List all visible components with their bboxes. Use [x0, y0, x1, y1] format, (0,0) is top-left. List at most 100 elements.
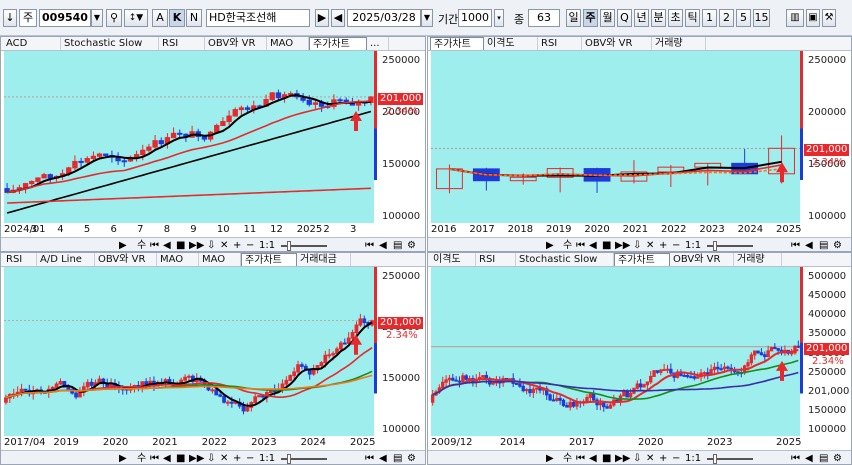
save-icon[interactable]: ▣ [806, 9, 820, 27]
zoom-in-button[interactable]: + [659, 240, 668, 251]
back-icon[interactable]: ◀ [331, 9, 345, 27]
prev-icon[interactable]: ◀ [163, 453, 171, 464]
export-icon[interactable]: ⇩ [207, 240, 216, 251]
period-button-8[interactable]: 1 [702, 9, 717, 27]
nav-tool-icon-2[interactable]: ▤ [819, 240, 829, 251]
first-page-icon[interactable]: ⏮ [150, 453, 159, 464]
cross-icon[interactable]: ✕ [220, 240, 229, 251]
zoom-in-button[interactable]: + [233, 240, 242, 251]
settings-icon[interactable]: ⚒ [822, 9, 836, 27]
minus-icon[interactable]: − [672, 240, 681, 251]
zoom-out-button[interactable]: 수 [137, 453, 147, 464]
play-icon[interactable]: ▶ [315, 9, 329, 27]
nav-tool-icon-1[interactable]: ◀ [379, 453, 387, 464]
zoom-slider-thumb[interactable] [713, 454, 717, 464]
next-page-icon[interactable]: ▶▶ [189, 453, 205, 464]
tab-3[interactable]: 주가차트 [614, 253, 670, 266]
first-page-icon[interactable]: ⏮ [576, 240, 585, 251]
tab-6[interactable]: 거래대금 [297, 253, 351, 266]
tab-1[interactable]: RSI [476, 253, 516, 266]
zoom-in-button[interactable]: + [659, 453, 668, 464]
tab-2[interactable]: RSI [538, 37, 582, 50]
tab-2[interactable]: RSI [159, 37, 205, 50]
calendar-dropdown-icon[interactable]: ▼ [421, 9, 433, 27]
letter-button-a[interactable]: A [152, 9, 168, 27]
tab-5[interactable]: 주가차트 [241, 253, 297, 266]
period-button-1[interactable]: 주 [583, 9, 598, 27]
export-icon[interactable]: ⇩ [207, 453, 216, 464]
ratio-label[interactable]: 1:1 [259, 240, 276, 251]
nav-tool-icon-0[interactable]: ⏮ [365, 453, 374, 464]
nav-tool-icon-3[interactable]: ⚙ [407, 453, 416, 464]
nav-tool-icon-0[interactable]: ⏮ [791, 240, 800, 251]
nav-tool-icon-3[interactable]: ⚙ [407, 240, 416, 251]
tab-4[interactable]: MAO [199, 253, 241, 266]
chart-type-icon[interactable]: ▥ [786, 9, 804, 27]
period-button-6[interactable]: 초 [668, 9, 683, 27]
nav-tool-icon-2[interactable]: ▤ [393, 453, 403, 464]
stop-icon[interactable]: ■ [176, 240, 186, 251]
jong-input[interactable]: 63 [528, 9, 560, 27]
price-plot-area[interactable] [431, 267, 800, 436]
prev-icon[interactable]: ◀ [589, 453, 597, 464]
search-icon[interactable]: ⚲ [106, 9, 122, 27]
stock-code-input[interactable]: 009540 [39, 9, 91, 27]
tab-4[interactable]: MAO [267, 37, 309, 50]
tab-3[interactable]: OBV와 VR [582, 37, 652, 50]
tab-0[interactable]: RSI [3, 253, 37, 266]
letter-button-n[interactable]: N [186, 9, 202, 27]
zoom-out-button[interactable]: 수 [137, 240, 147, 251]
down-arrow-button[interactable]: ↓ [3, 9, 17, 27]
price-plot-area[interactable] [4, 51, 374, 223]
next-page-icon[interactable]: ▶▶ [189, 240, 205, 251]
cross-icon[interactable]: ✕ [646, 240, 655, 251]
tab-6[interactable]: ... [367, 37, 389, 50]
nav-tool-icon-1[interactable]: ◀ [805, 453, 813, 464]
cross-icon[interactable]: ✕ [220, 453, 229, 464]
nav-tool-icon-3[interactable]: ⚙ [833, 453, 842, 464]
zoom-slider-thumb[interactable] [287, 454, 291, 464]
minus-icon[interactable]: − [246, 240, 255, 251]
stock-name-field[interactable]: HD한국조선해 [206, 9, 310, 27]
period-button-9[interactable]: 2 [719, 9, 734, 27]
prev-icon[interactable]: ◀ [589, 240, 597, 251]
sort-icon[interactable]: ↕▼ [124, 9, 148, 27]
period-spin-icon[interactable]: ▾ [494, 9, 504, 27]
price-plot-area[interactable] [431, 51, 800, 223]
tab-0[interactable]: ACD [3, 37, 61, 50]
date-input[interactable]: 2025/03/28 [347, 9, 421, 27]
period-button-0[interactable]: 일 [566, 9, 581, 27]
scroll-left-button[interactable]: ▶ [119, 453, 127, 464]
scroll-left-button[interactable]: ▶ [546, 240, 554, 251]
market-type-select[interactable]: 주 [19, 9, 37, 27]
tab-5[interactable]: 거래량 [734, 253, 782, 266]
cross-icon[interactable]: ✕ [646, 453, 655, 464]
period-button-3[interactable]: Q [617, 9, 632, 27]
code-dropdown-icon[interactable]: ▼ [91, 9, 103, 27]
letter-button-k[interactable]: K [169, 9, 185, 27]
tab-5[interactable]: 주가차트 [309, 37, 367, 50]
period-button-10[interactable]: 5 [736, 9, 751, 27]
next-page-icon[interactable]: ▶▶ [615, 240, 631, 251]
tab-1[interactable]: A/D Line [37, 253, 95, 266]
nav-tool-icon-3[interactable]: ⚙ [833, 240, 842, 251]
minus-icon[interactable]: − [246, 453, 255, 464]
stop-icon[interactable]: ■ [602, 240, 612, 251]
period-button-11[interactable]: 15 [753, 9, 770, 27]
first-page-icon[interactable]: ⏮ [576, 453, 585, 464]
nav-tool-icon-0[interactable]: ⏮ [791, 453, 800, 464]
stop-icon[interactable]: ■ [176, 453, 186, 464]
ratio-label[interactable]: 1:1 [685, 240, 702, 251]
tab-0[interactable]: 이격도 [430, 253, 476, 266]
tab-4[interactable]: 거래량 [652, 37, 706, 50]
stop-icon[interactable]: ■ [602, 453, 612, 464]
prev-icon[interactable]: ◀ [163, 240, 171, 251]
tab-0[interactable]: 주가차트 [430, 37, 484, 50]
next-page-icon[interactable]: ▶▶ [615, 453, 631, 464]
period-input[interactable]: 1000 [458, 9, 492, 27]
nav-tool-icon-1[interactable]: ◀ [805, 240, 813, 251]
nav-tool-icon-1[interactable]: ◀ [379, 240, 387, 251]
zoom-out-button[interactable]: 수 [563, 240, 573, 251]
zoom-slider[interactable] [281, 245, 327, 247]
tab-1[interactable]: Stochastic Slow [61, 37, 159, 50]
